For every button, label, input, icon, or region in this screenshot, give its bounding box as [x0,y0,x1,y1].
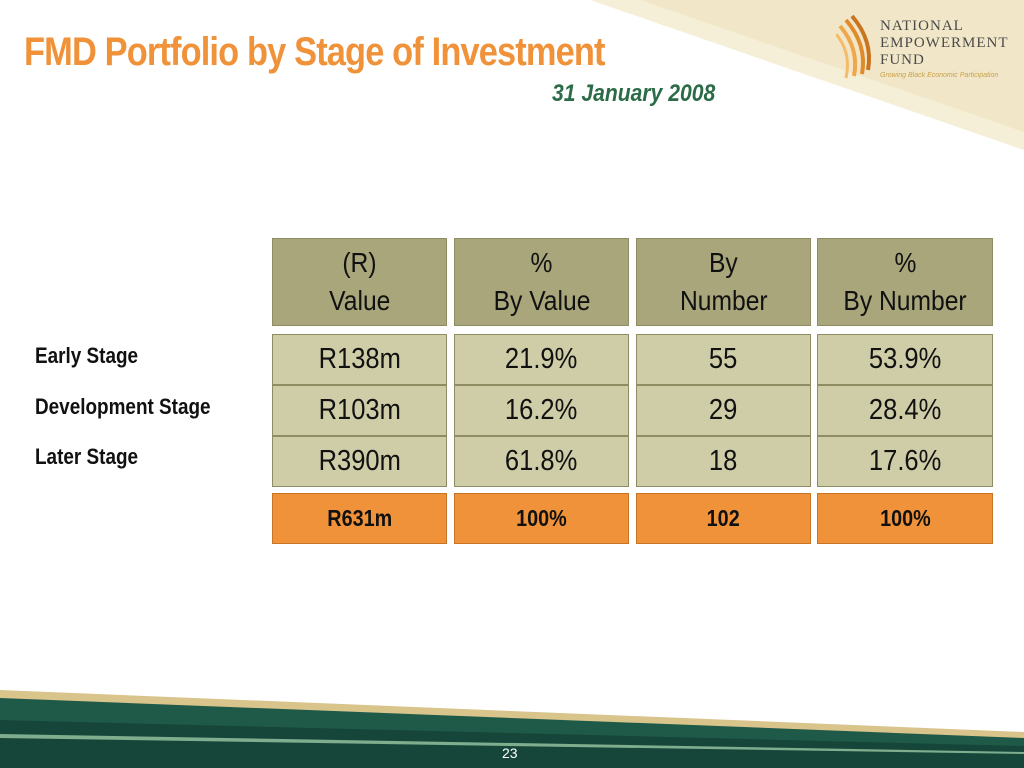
logo-line-2: EMPOWERMENT [880,35,1009,51]
header-line: Number [679,285,768,316]
cell-value: 18 [709,445,738,477]
cell-value: 17.6% [868,445,942,477]
total-cell: 102 [636,493,811,544]
logo-text: NATIONAL EMPOWERMENT FUND [880,18,1009,69]
table-cell: R138m [272,334,447,385]
header-r-value: (R) Value [272,238,447,326]
total-cell: R631m [272,493,447,544]
header-line: Value [328,285,391,316]
total-cell: 100% [817,493,993,544]
logo-mark-icon [836,14,871,79]
table-cell: 53.9% [817,334,993,385]
row-label-development-stage: Development Stage [35,394,211,419]
table-cell: 21.9% [454,334,629,385]
header-line: By Number [843,285,967,316]
table-cell: 61.8% [454,436,629,487]
table-cell: 28.4% [817,385,993,436]
cell-value: 53.9% [868,343,942,375]
footer-band [0,690,1024,768]
logo-line-3: FUND [880,52,925,68]
cell-value: R103m [318,394,401,426]
header-line: % [894,247,916,278]
cell-value: 28.4% [868,394,942,426]
table-cell: 17.6% [817,436,993,487]
logo-tagline: Growing Black Economic Participation [880,72,999,79]
slide-date: 31 January 2008 [552,80,716,107]
cell-value: 29 [709,394,738,426]
cell-value: 21.9% [505,343,578,375]
cell-value: R390m [318,445,401,477]
total-value: 102 [706,505,741,531]
header-percent-by-value: % By Value [454,238,629,326]
total-value: 100% [879,505,931,531]
header-line: % [530,247,553,278]
header-line: By Value [493,285,590,316]
header-by-number: By Number [636,238,811,326]
header-percent-by-number: % By Number [817,238,993,326]
header-line: By [709,247,738,278]
cell-value: 16.2% [505,394,578,426]
page-number: 23 [502,745,518,761]
national-empowerment-fund-logo: NATIONAL EMPOWERMENT FUND Growing Black … [836,12,1016,92]
row-label-early-stage: Early Stage [35,343,139,368]
total-cell: 100% [454,493,629,544]
table-cell: 16.2% [454,385,629,436]
cell-value: 61.8% [505,445,578,477]
row-label-later-stage: Later Stage [35,444,139,469]
table-cell: 55 [636,334,811,385]
table-cell: R390m [272,436,447,487]
table-cell: 18 [636,436,811,487]
total-value: 100% [516,505,567,531]
page-title: FMD Portfolio by Stage of Investment [24,30,605,74]
total-value: R631m [327,505,392,531]
table-cell: R103m [272,385,447,436]
cell-value: R138m [318,343,401,375]
header-line: (R) [342,247,377,278]
cell-value: 55 [709,343,738,375]
logo-line-1: NATIONAL [880,18,964,34]
table-cell: 29 [636,385,811,436]
